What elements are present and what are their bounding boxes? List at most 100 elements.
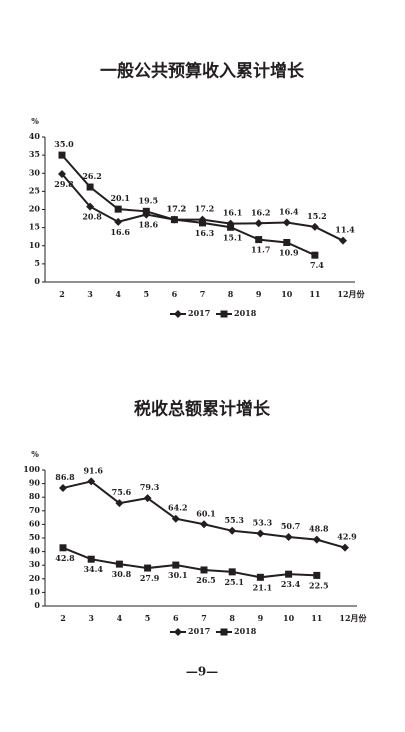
x-tick-label: 6 bbox=[172, 289, 178, 299]
diamond-marker bbox=[228, 526, 237, 535]
data-label: 53.3 bbox=[253, 518, 273, 528]
x-tick-label: 11 bbox=[309, 289, 320, 299]
y-tick-label: 15 bbox=[29, 222, 40, 232]
data-label: 35.0 bbox=[54, 139, 74, 149]
page-number: —9— bbox=[186, 665, 218, 679]
square-marker bbox=[87, 555, 95, 563]
data-label: 25.1 bbox=[224, 577, 243, 587]
data-label: 26.2 bbox=[82, 171, 101, 181]
y-tick-label: 80 bbox=[29, 491, 41, 501]
y-tick-label: 30 bbox=[29, 559, 41, 569]
y-tick-label: 50 bbox=[29, 532, 41, 542]
data-label: 11.7 bbox=[251, 245, 270, 255]
data-label: 91.6 bbox=[83, 465, 103, 475]
y-axis-unit: % bbox=[31, 449, 39, 459]
x-tick-label: 3 bbox=[88, 613, 94, 623]
data-label: 15.2 bbox=[307, 211, 326, 221]
square-marker bbox=[142, 207, 150, 215]
data-label: 48.8 bbox=[309, 524, 329, 534]
diamond-marker bbox=[174, 628, 182, 636]
square-marker bbox=[58, 151, 66, 159]
x-tick-label: 4 bbox=[115, 289, 121, 299]
diamond-marker bbox=[174, 310, 182, 318]
data-label: 23.4 bbox=[281, 579, 301, 589]
y-tick-label: 0 bbox=[34, 600, 40, 610]
data-label: 11.4 bbox=[335, 225, 355, 235]
data-label: 10.9 bbox=[279, 247, 299, 257]
diamond-marker bbox=[310, 222, 319, 231]
data-label: 42.8 bbox=[55, 553, 75, 563]
x-tick-label: 4 bbox=[117, 613, 123, 623]
x-tick-label: 7 bbox=[201, 613, 207, 623]
data-label: 86.8 bbox=[55, 472, 75, 482]
data-label: 29.8 bbox=[54, 179, 74, 189]
x-tick-label: 6 bbox=[173, 613, 179, 623]
square-marker bbox=[227, 223, 235, 231]
data-label: 19.5 bbox=[139, 195, 158, 205]
x-tick-label: 2 bbox=[60, 613, 66, 623]
square-marker bbox=[115, 560, 123, 568]
data-label: 26.5 bbox=[196, 575, 215, 585]
y-tick-label: 40 bbox=[29, 131, 41, 141]
data-label: 79.3 bbox=[140, 482, 160, 492]
diamond-marker bbox=[254, 219, 263, 228]
diamond-marker bbox=[284, 533, 293, 542]
data-label: 20.1 bbox=[110, 193, 129, 203]
x-tick-label: 5 bbox=[144, 289, 150, 299]
diamond-marker bbox=[143, 494, 152, 503]
square-marker bbox=[200, 566, 208, 574]
y-tick-label: 25 bbox=[29, 185, 40, 195]
diamond-marker bbox=[171, 514, 180, 523]
x-tick-label: 10 bbox=[281, 289, 293, 299]
square-marker bbox=[220, 310, 228, 318]
diamond-marker bbox=[312, 535, 321, 544]
data-label: 75.6 bbox=[112, 487, 132, 497]
square-marker bbox=[256, 573, 264, 581]
square-marker bbox=[199, 219, 206, 227]
data-label: 17.2 bbox=[167, 204, 186, 214]
square-marker bbox=[228, 568, 236, 576]
square-marker bbox=[114, 205, 122, 213]
y-axis-unit: % bbox=[31, 116, 39, 126]
diamond-marker bbox=[115, 499, 124, 508]
square-marker bbox=[172, 561, 180, 569]
square-marker bbox=[283, 238, 291, 246]
x-tick-label: 11 bbox=[311, 613, 322, 623]
data-label: 34.4 bbox=[83, 564, 103, 574]
data-label: 30.1 bbox=[168, 570, 187, 580]
y-tick-label: 90 bbox=[29, 478, 41, 488]
series-line bbox=[61, 154, 316, 257]
x-tick-label: 7 bbox=[200, 289, 206, 299]
diamond-marker bbox=[256, 529, 265, 538]
y-tick-label: 20 bbox=[29, 573, 41, 583]
square-marker bbox=[285, 570, 293, 578]
data-label: 16.2 bbox=[251, 207, 270, 217]
data-label: 16.3 bbox=[195, 228, 215, 238]
data-label: 7.4 bbox=[310, 260, 324, 270]
x-tick-label: 9 bbox=[258, 613, 264, 623]
chart-title: 税收总额累计增长 bbox=[134, 399, 271, 420]
y-tick-label: 20 bbox=[29, 204, 41, 214]
y-tick-label: 40 bbox=[29, 546, 41, 556]
data-label: 17.2 bbox=[167, 204, 186, 214]
y-tick-label: 5 bbox=[34, 258, 40, 268]
y-tick-label: 100 bbox=[23, 464, 40, 474]
square-marker bbox=[86, 183, 94, 191]
series-line bbox=[62, 546, 317, 579]
legend-label: 2017 bbox=[188, 626, 210, 636]
data-label: 64.2 bbox=[168, 503, 187, 513]
data-label: 60.1 bbox=[196, 508, 215, 518]
data-label: 16.1 bbox=[223, 208, 242, 218]
diamond-marker bbox=[86, 202, 95, 211]
data-label: 27.9 bbox=[140, 573, 160, 583]
diamond-marker bbox=[114, 217, 123, 226]
data-label: 15.1 bbox=[223, 232, 242, 242]
data-label: 42.9 bbox=[337, 532, 357, 542]
legend-label: 2018 bbox=[234, 308, 257, 318]
y-tick-label: 10 bbox=[29, 240, 41, 250]
x-tick-label: 3 bbox=[87, 289, 93, 299]
square-marker bbox=[144, 564, 152, 572]
x-tick-label: 12月份 bbox=[337, 289, 365, 299]
